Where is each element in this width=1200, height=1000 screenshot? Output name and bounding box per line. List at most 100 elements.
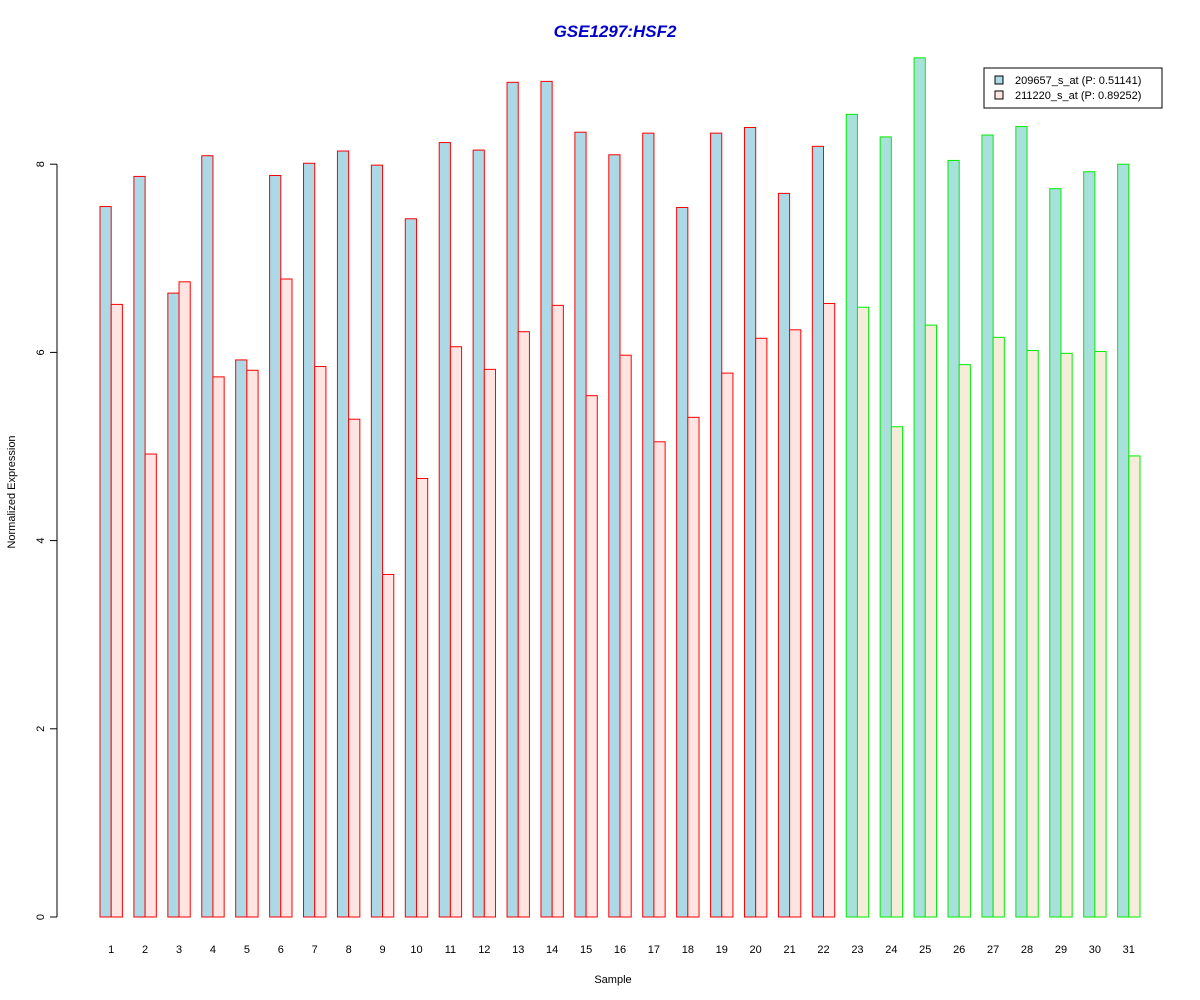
bar-s1-sample-17 — [642, 132, 655, 918]
x-tick-label: 5 — [244, 944, 250, 956]
bar-s1-sample-15 — [574, 131, 587, 918]
bar-s1-sample-4 — [201, 155, 214, 918]
bar-s1-sample-3 — [167, 292, 180, 918]
bar-s1-sample-26 — [947, 159, 960, 918]
x-tick-label: 14 — [546, 944, 558, 956]
y-tick-label: 2 — [35, 726, 47, 732]
x-tick-label: 25 — [919, 944, 931, 956]
bar-s1-sample-5 — [235, 359, 248, 918]
bar-s2-sample-27 — [992, 336, 1005, 918]
bar-s1-sample-18 — [676, 206, 689, 918]
chart-title: GSE1297:HSF2 — [554, 22, 677, 41]
bar-s1-sample-27 — [981, 134, 994, 918]
bar-s2-sample-2 — [144, 453, 157, 918]
bar-s2-sample-3 — [178, 281, 191, 918]
y-tick-label: 4 — [35, 538, 47, 544]
x-tick-label: 22 — [817, 944, 829, 956]
x-tick-label: 8 — [346, 944, 352, 956]
y-tick-label: 6 — [35, 349, 47, 355]
bar-s2-sample-6 — [280, 278, 293, 918]
bar-s1-sample-16 — [608, 154, 621, 918]
bar-s1-sample-30 — [1083, 171, 1096, 918]
x-tick-label: 4 — [210, 944, 216, 956]
bar-s1-sample-24 — [879, 136, 892, 918]
x-tick-labels: 1 2 3 4 5 6 7 8 9 10 11 12 13 14 15 16 17 18 19 20 21 22 23 24 2… — [108, 944, 1135, 956]
x-tick-label: 7 — [312, 944, 318, 956]
bar-s2-sample-25 — [924, 324, 937, 918]
bar-s1-sample-25 — [913, 57, 926, 918]
x-tick-label: 9 — [379, 944, 385, 956]
bar-s1-sample-21 — [777, 192, 791, 918]
bar-s2-sample-31 — [1128, 455, 1141, 918]
x-tick-label: 20 — [750, 944, 762, 956]
y-axis: 0 2 4 6 8 — [35, 161, 58, 920]
x-tick-label: 17 — [648, 944, 660, 956]
bar-s2-sample-12 — [483, 368, 497, 918]
x-tick-label: 11 — [445, 944, 456, 956]
bar-s1-sample-28 — [1015, 126, 1028, 918]
bar-s1-sample-23 — [845, 113, 858, 918]
bar-s2-sample-13 — [517, 331, 530, 918]
y-tick-label: 8 — [35, 161, 47, 167]
bar-s1-sample-14 — [540, 80, 553, 918]
bar-s1-sample-6 — [269, 174, 282, 918]
bar-s2-sample-11 — [449, 346, 463, 918]
bar-s2-sample-10 — [415, 477, 429, 918]
bar-s2-sample-17 — [653, 441, 666, 918]
x-tick-label: 27 — [987, 944, 999, 956]
bar-s2-sample-9 — [382, 573, 395, 918]
bar-s1-sample-8 — [336, 150, 350, 918]
x-tick-label: 6 — [278, 944, 284, 956]
legend-swatch-2 — [994, 90, 1004, 100]
x-tick-label: 26 — [953, 944, 965, 956]
bar-s2-sample-5 — [246, 369, 259, 918]
legend-label-2: 211220_s_at (P: 0.89252) — [1015, 90, 1141, 102]
x-tick-label: 19 — [716, 944, 728, 956]
bar-s2-sample-23 — [856, 306, 870, 918]
y-axis-label: Normalized Expression — [6, 435, 18, 548]
legend-box — [983, 67, 1163, 109]
x-tick-label: 15 — [580, 944, 592, 956]
legend-label-1: 209657_s_at (P: 0.51141) — [1015, 75, 1141, 87]
x-tick-label: 21 — [783, 944, 795, 956]
x-tick-label: 24 — [885, 944, 897, 956]
y-tick-label: 0 — [35, 914, 47, 920]
bar-s1-sample-1 — [99, 206, 112, 918]
x-tick-label: 29 — [1055, 944, 1067, 956]
bar-s1-sample-13 — [506, 81, 519, 918]
bar-s2-sample-7 — [314, 366, 327, 918]
bar-s1-sample-20 — [743, 127, 757, 918]
bar-s2-sample-1 — [110, 303, 123, 918]
bar-s2-sample-29 — [1060, 352, 1073, 918]
bar-s2-sample-8 — [348, 418, 361, 918]
bar-s2-sample-30 — [1094, 350, 1107, 918]
bar-s2-sample-26 — [958, 364, 971, 918]
bar-s2-sample-22 — [823, 302, 836, 918]
bar-s1-sample-2 — [133, 175, 146, 918]
x-axis-label: Sample — [594, 974, 631, 986]
x-tick-label: 31 — [1123, 944, 1135, 956]
x-tick-label: 1 — [108, 944, 114, 956]
bar-s2-sample-28 — [1026, 350, 1039, 918]
x-tick-label: 10 — [410, 944, 422, 956]
x-tick-label: 3 — [176, 944, 182, 956]
x-tick-label: 30 — [1089, 944, 1101, 956]
bar-s2-sample-15 — [585, 395, 598, 918]
x-tick-label: 12 — [478, 944, 490, 956]
bar-s2-sample-21 — [789, 329, 802, 918]
bar-s2-sample-18 — [687, 416, 700, 918]
x-tick-label: 28 — [1021, 944, 1033, 956]
x-tick-label: 18 — [682, 944, 694, 956]
bar-s1-sample-31 — [1117, 163, 1130, 918]
bar-s1-sample-12 — [472, 149, 485, 918]
legend: 209657_s_at (P: 0.51141) 211220_s_at (P: … — [983, 67, 1163, 109]
bar-s1-sample-22 — [811, 145, 825, 918]
bar-s2-sample-24 — [890, 426, 904, 918]
legend-swatch-1 — [994, 75, 1004, 85]
bars — [99, 57, 1141, 918]
bar-s2-sample-14 — [551, 304, 564, 918]
bar-s1-sample-9 — [370, 164, 384, 918]
bar-s2-sample-20 — [755, 337, 768, 918]
x-tick-label: 13 — [512, 944, 524, 956]
